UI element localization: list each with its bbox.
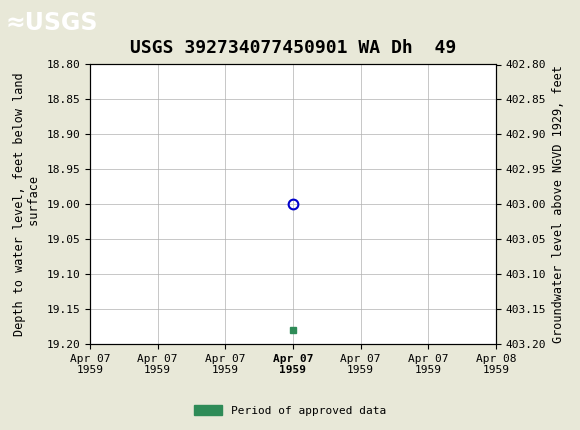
Title: USGS 392734077450901 WA Dh  49: USGS 392734077450901 WA Dh 49 <box>130 40 456 57</box>
Y-axis label: Groundwater level above NGVD 1929, feet: Groundwater level above NGVD 1929, feet <box>552 65 565 343</box>
Text: ≈USGS: ≈USGS <box>6 11 98 34</box>
Y-axis label: Depth to water level, feet below land
 surface: Depth to water level, feet below land su… <box>13 72 41 336</box>
Legend: Period of approved data: Period of approved data <box>190 400 390 420</box>
